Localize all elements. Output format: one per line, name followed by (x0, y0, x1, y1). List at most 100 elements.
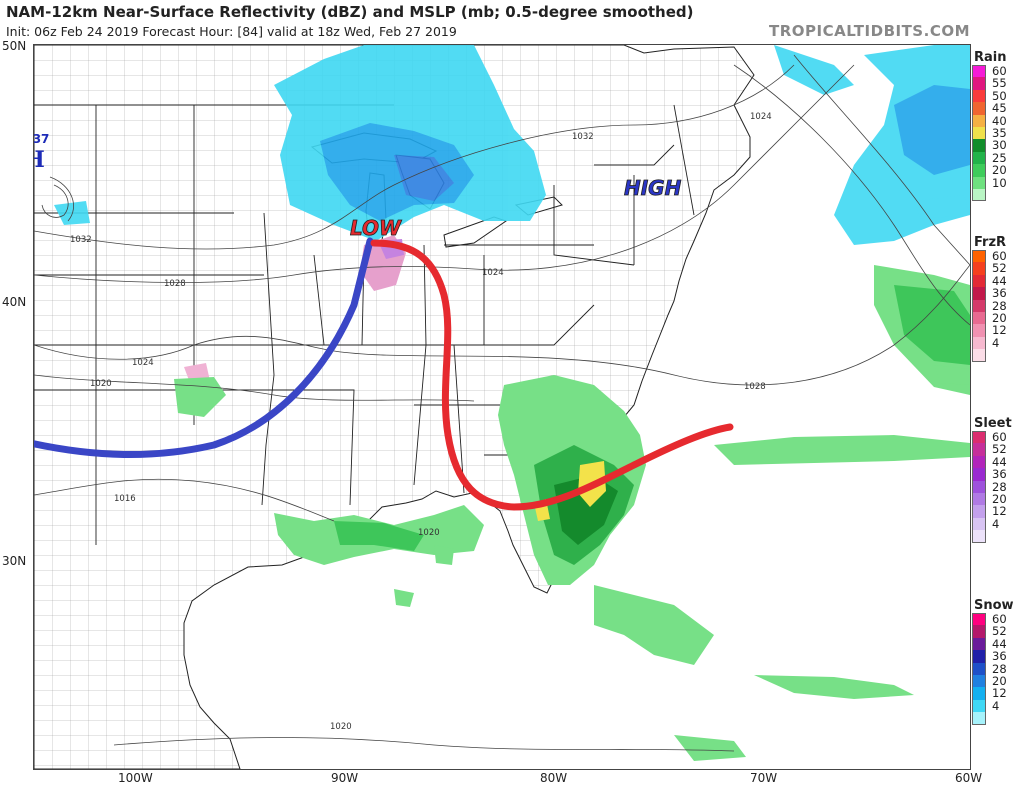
legend-swatch (972, 139, 986, 152)
map-subtitle: Init: 06z Feb 24 2019 Forecast Hour: [84… (6, 24, 457, 39)
legend-step: 4 (972, 698, 1024, 713)
legend-swatch (972, 299, 986, 312)
legend-value: 4 (992, 698, 1000, 713)
legend-swatch (972, 151, 986, 165)
legend-value: 55 (992, 76, 1007, 91)
legend-value: 35 (992, 125, 1007, 140)
legend-step: 25 (972, 150, 1024, 165)
legend-swatch (972, 431, 986, 444)
legend-step: 45 (972, 101, 1024, 115)
legend-swatch (972, 324, 986, 337)
legend-value: 12 (992, 323, 1007, 338)
isobars (34, 54, 970, 752)
legend-swatch (972, 349, 986, 362)
legend-swatch (972, 102, 986, 115)
isobar-label: 1032 (70, 235, 92, 245)
legend-snow: Snow 60 52 44 36 28 20 12 4 (972, 598, 1024, 725)
legend-step: 4 (972, 517, 1024, 531)
isobar-label: 1020 (418, 528, 440, 538)
legend-step: 44 (972, 455, 1024, 469)
legend-value: 20 (992, 491, 1007, 506)
legend-value: 28 (992, 479, 1007, 494)
legend-value: 52 (992, 442, 1007, 457)
legend-swatch (972, 530, 986, 543)
legend-value: 25 (992, 150, 1007, 165)
cold-front (34, 237, 374, 458)
legend-step: 20 (972, 491, 1024, 506)
legend-step: 55 (972, 76, 1024, 91)
legend-swatch (972, 336, 986, 350)
legend-swatch (972, 699, 986, 713)
legend-step: 36 (972, 649, 1024, 663)
legend-step: 20 (972, 311, 1024, 325)
legend-swatch (972, 613, 986, 626)
legend-step: 36 (972, 467, 1024, 482)
legend-step: 50 (972, 88, 1024, 103)
legend-step: 30 (972, 138, 1024, 152)
legend-value: 36 (992, 467, 1007, 482)
isobar-label: 1024 (482, 268, 504, 278)
legend-value: 50 (992, 88, 1007, 103)
isobar-label: 1032 (572, 132, 594, 142)
legend-step: 52 (972, 624, 1024, 638)
isobar-label: 1028 (744, 382, 766, 392)
legend-rain: Rain 60 55 50 45 40 35 30 25 20 10 (972, 50, 1024, 202)
low-pressure-label: LOW (350, 216, 402, 240)
legend-sleet: Sleet 60 52 44 36 28 20 12 4 (972, 416, 1024, 543)
legend-step: 4 (972, 336, 1024, 350)
legend-value: 52 (992, 261, 1007, 276)
rain-precip (174, 265, 970, 761)
legend-step: 52 (972, 442, 1024, 457)
legend-swatch (972, 89, 986, 103)
legend-title: FrzR (974, 235, 1007, 250)
legend-swatch (972, 262, 986, 275)
legend-step: 10 (972, 175, 1024, 190)
warm-front (370, 239, 734, 511)
snow-precip (54, 45, 970, 245)
legend-value: 12 (992, 504, 1007, 519)
legend-step: 60 (972, 612, 1024, 626)
legend-title: Rain (974, 50, 1007, 65)
lon-label: 90W (331, 771, 359, 785)
legend-swatch (972, 188, 986, 202)
legend-value: 10 (992, 175, 1007, 190)
legend-step: 12 (972, 323, 1024, 338)
high-pressure-label: HIGH (624, 176, 682, 200)
legend-swatch (972, 517, 986, 531)
legend-swatch (972, 492, 986, 506)
legend-step: 36 (972, 286, 1024, 301)
legend-step: 28 (972, 479, 1024, 494)
lat-label: 50N (2, 39, 27, 53)
legend-step (972, 712, 1024, 725)
legend-step: 40 (972, 114, 1024, 128)
legend-step: 60 (972, 64, 1024, 78)
legend-value: 60 (992, 249, 1007, 263)
land-mass (34, 45, 755, 769)
legend-swatch (972, 126, 986, 140)
legend-value: 44 (992, 636, 1007, 651)
lon-label: 60W (955, 771, 983, 785)
legend-swatch (972, 443, 986, 456)
legend-swatch (972, 164, 986, 177)
map-title: NAM-12km Near-Surface Reflectivity (dBZ)… (6, 3, 694, 21)
legend-value: 28 (992, 298, 1007, 313)
legend-step (972, 530, 1024, 543)
legend-swatch (972, 274, 986, 288)
legend-value: 20 (992, 163, 1007, 178)
legend-swatch (972, 287, 986, 300)
legend-step: 60 (972, 430, 1024, 444)
legend-swatch (972, 662, 986, 675)
legend-swatch (972, 637, 986, 651)
legend-step: 20 (972, 163, 1024, 178)
legend-step: 12 (972, 686, 1024, 700)
legend-step: 44 (972, 274, 1024, 288)
lon-label: 70W (750, 771, 778, 785)
site-watermark: TROPICALTIDBITS.COM (769, 22, 970, 40)
legend-step: 44 (972, 636, 1024, 651)
legend-swatch (972, 455, 986, 469)
legend-swatch (972, 176, 986, 189)
legend-swatch (972, 650, 986, 663)
legend-value: 36 (992, 286, 1007, 301)
legend-swatch (972, 687, 986, 700)
lat-label: 40N (2, 295, 27, 309)
